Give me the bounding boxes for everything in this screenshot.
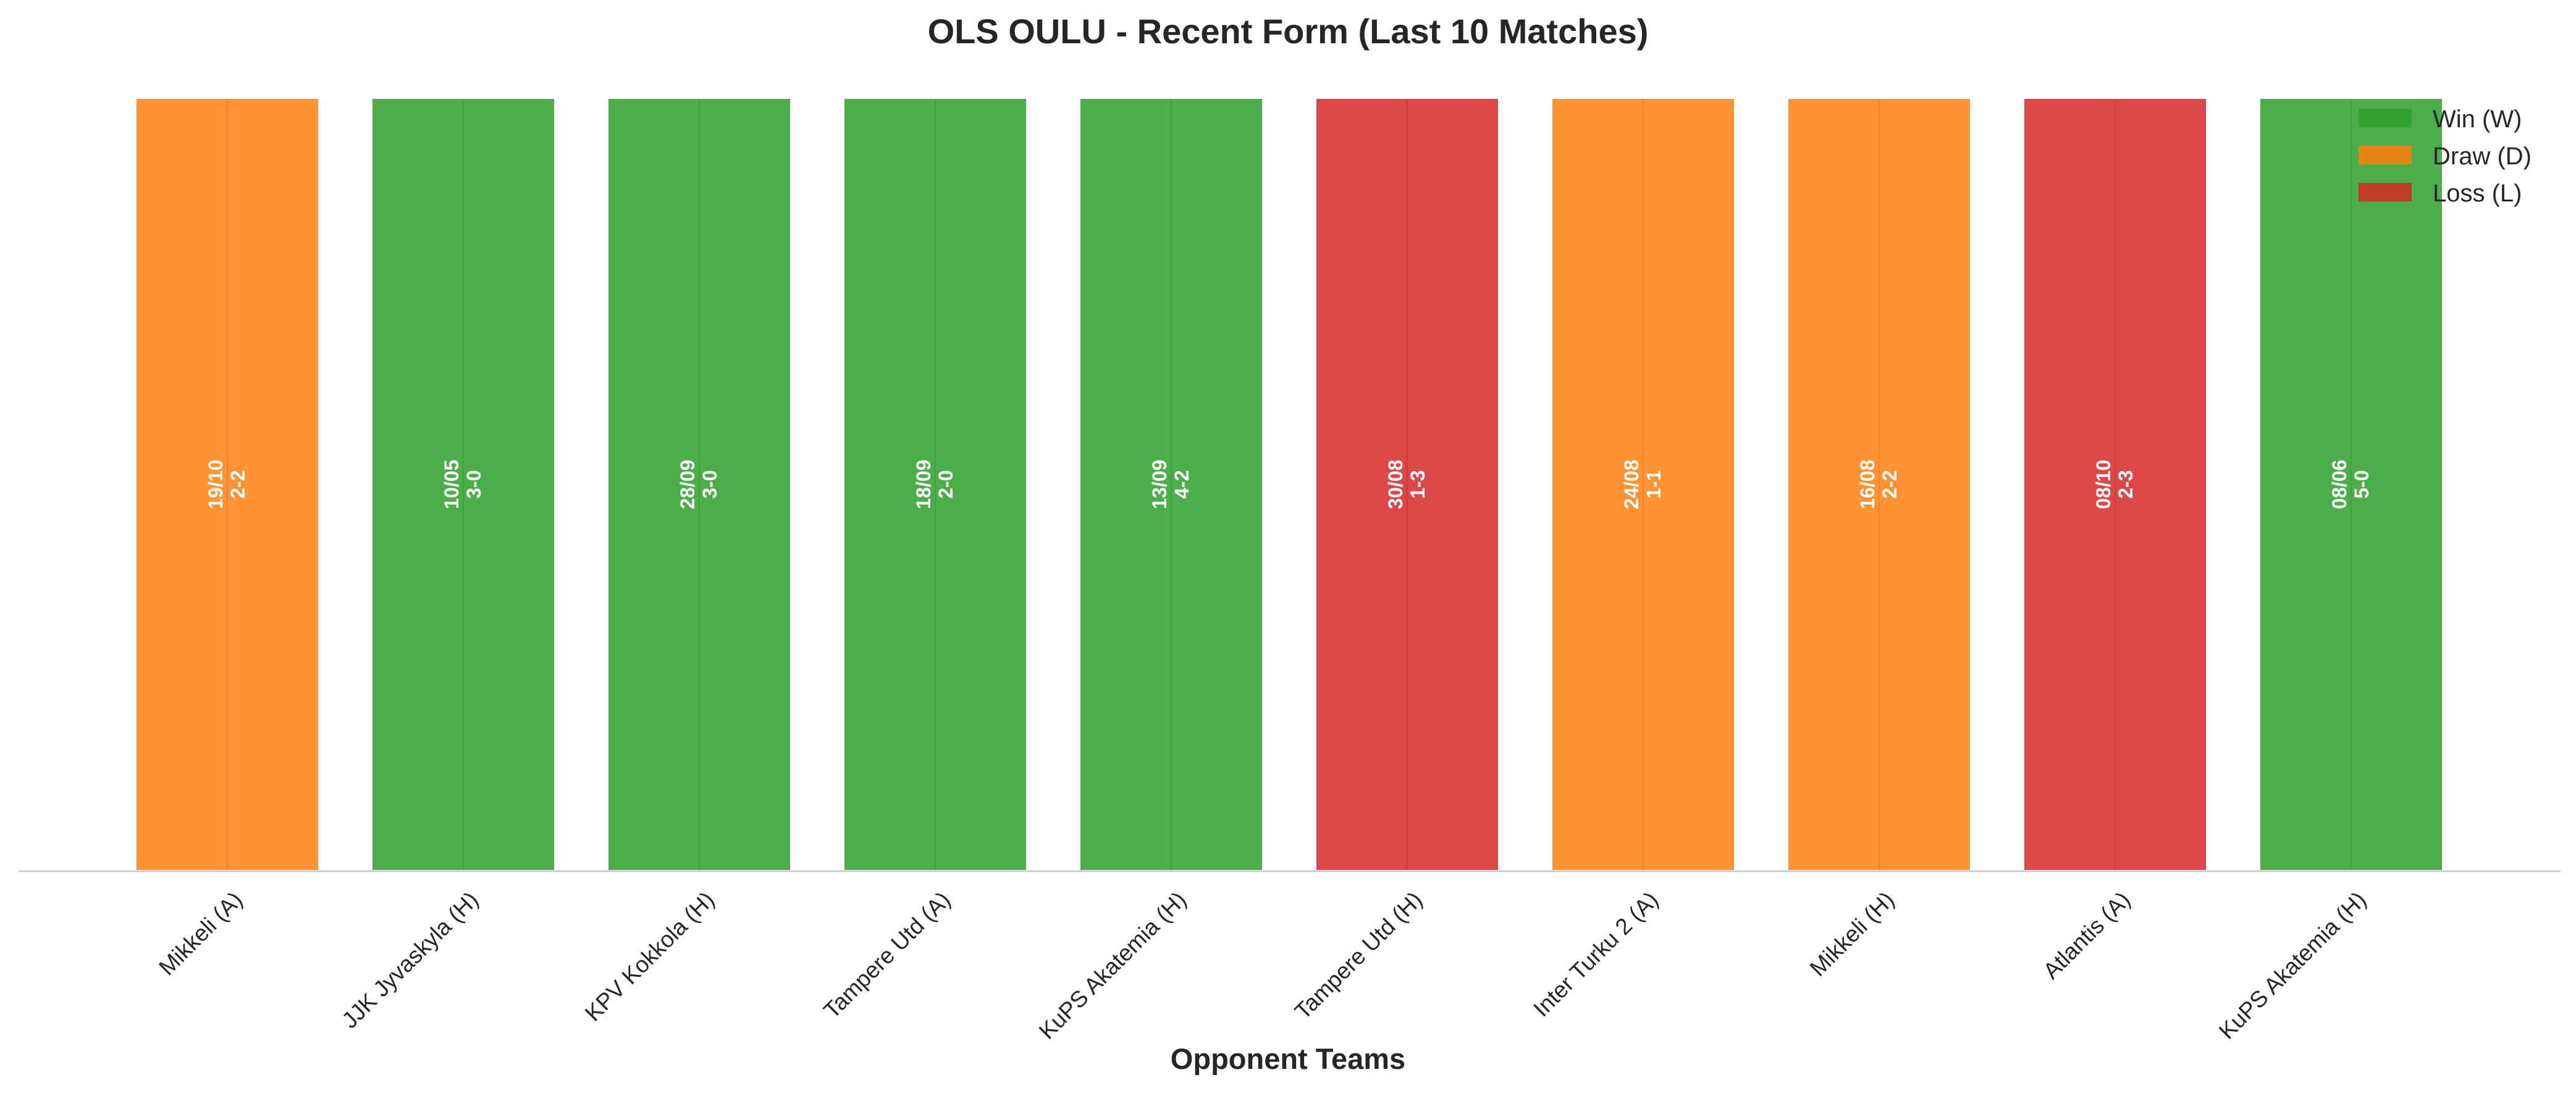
bar-10	[2258, 96, 2444, 872]
bar-label-5: 13/094-2	[1148, 460, 1193, 509]
x-tick-label-10: KuPS Akatemia (H)	[2214, 887, 2371, 1044]
bar-date: 08/06	[2328, 460, 2351, 509]
bar-score: 2-3	[2115, 470, 2137, 499]
bars-layer: 19/102-2 10/053-0 28/093-0 18/092-0 13/094-2…	[134, 96, 2444, 872]
x-tick-label-3: KPV Kokkola (H)	[580, 887, 719, 1026]
bar-score: 5-0	[2351, 470, 2373, 499]
x-tick-label-2: JJK Jyvaskyla (H)	[337, 887, 483, 1033]
x-tick-labels: Mikkeli (A) JJK Jyvaskyla (H) KPV Kokkola …	[154, 887, 2371, 1044]
bar-date: 28/09	[676, 460, 699, 509]
bar-score: 2-0	[935, 470, 957, 499]
bar-4	[842, 96, 1029, 872]
bar-3	[606, 96, 793, 872]
bar-date: 08/10	[2092, 460, 2115, 509]
bar-6	[1314, 96, 1501, 872]
legend-swatch-l	[2359, 183, 2412, 201]
bar-score: 1-3	[1407, 470, 1429, 499]
x-tick-label-4: Tampere Utd (A)	[819, 887, 955, 1023]
x-tick-label-6: Tampere Utd (H)	[1290, 887, 1427, 1024]
bar-label-9: 08/102-3	[2092, 460, 2137, 509]
bar-2	[370, 96, 557, 872]
bar-score: 2-2	[1879, 470, 1901, 499]
x-axis-label: Opponent Teams	[1171, 1042, 1405, 1075]
bar-label-6: 30/081-3	[1384, 460, 1429, 509]
bar-date: 19/10	[204, 460, 227, 509]
bar-date: 13/09	[1148, 460, 1171, 509]
bar-label-1: 19/102-2	[204, 460, 249, 509]
bar-5	[1078, 96, 1265, 872]
bar-label-3: 28/093-0	[676, 460, 721, 509]
bar-label-7: 24/081-1	[1620, 460, 1665, 509]
x-tick-label-5: KuPS Akatemia (H)	[1034, 887, 1191, 1044]
legend-swatch-d	[2359, 146, 2412, 164]
bar-date: 10/05	[440, 460, 463, 509]
legend-label-w: Win (W)	[2433, 106, 2522, 133]
bar-date: 24/08	[1620, 460, 1643, 509]
chart-title: OLS OULU - Recent Form (Last 10 Matches)	[928, 12, 1649, 51]
bar-score: 4-2	[1171, 470, 1193, 499]
bar-date: 30/08	[1384, 460, 1407, 509]
bar-score: 3-0	[699, 470, 721, 499]
x-tick-label-7: Inter Turku 2 (A)	[1528, 887, 1663, 1021]
bar-date: 16/08	[1856, 460, 1879, 509]
bar-score: 2-2	[227, 470, 249, 499]
legend: Win (W) Draw (D) Loss (L)	[2359, 106, 2532, 207]
bar-score: 1-1	[1643, 470, 1665, 499]
bar-label-4: 18/092-0	[912, 460, 957, 509]
x-tick-label-8: Mikkeli (H)	[1805, 887, 1900, 981]
x-tick-label-1: Mikkeli (A)	[154, 887, 247, 980]
bar-label-10: 08/065-0	[2328, 460, 2373, 509]
bar-date: 18/09	[912, 460, 935, 509]
bar-1	[134, 96, 321, 872]
legend-label-d: Draw (D)	[2433, 143, 2532, 170]
x-tick-label-9: Atlantis (A)	[2038, 887, 2135, 984]
bar-label-2: 10/053-0	[440, 460, 485, 509]
bar-7	[1550, 96, 1736, 872]
bar-score: 3-0	[463, 470, 485, 499]
bar-label-8: 16/082-2	[1856, 460, 1901, 509]
legend-swatch-w	[2359, 109, 2412, 127]
legend-label-l: Loss (L)	[2433, 180, 2522, 207]
